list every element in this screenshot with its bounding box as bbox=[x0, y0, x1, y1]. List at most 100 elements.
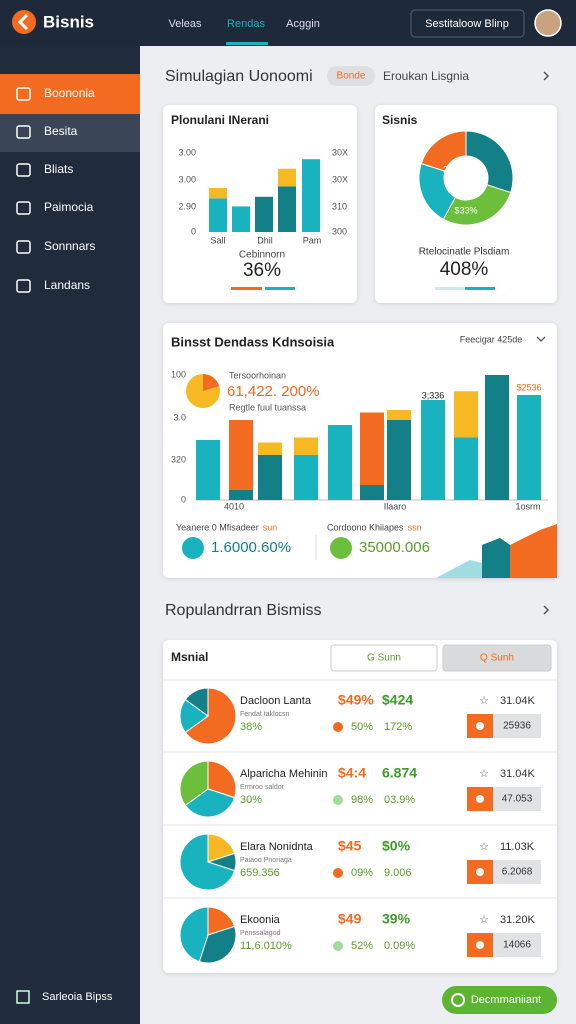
x-tick-label: Pam bbox=[303, 235, 322, 245]
bar bbox=[302, 159, 320, 232]
section-title: Ropulandrran Bismiss bbox=[165, 602, 322, 619]
pill-label[interactable]: Bonde bbox=[337, 71, 366, 82]
row-box bbox=[493, 933, 541, 957]
row-box bbox=[493, 714, 541, 738]
x-tick-label: 4010 bbox=[224, 501, 244, 511]
sidebar-icon bbox=[16, 240, 31, 254]
row-value: 39% bbox=[382, 911, 411, 927]
row-stat: 09% bbox=[351, 867, 373, 879]
stat-icon bbox=[330, 537, 352, 559]
pie-slice bbox=[184, 788, 236, 818]
avatar[interactable] bbox=[534, 9, 562, 37]
star-icon: ☆ bbox=[479, 768, 489, 780]
row-value: 6.874 bbox=[382, 765, 417, 781]
floating-button-label[interactable]: Decmmaniiant bbox=[471, 994, 541, 1006]
sidebar-item[interactable]: Boononia bbox=[44, 86, 95, 100]
row-box bbox=[493, 787, 541, 811]
pie-slice bbox=[179, 833, 236, 891]
stat-suffix: ssn bbox=[408, 522, 422, 532]
accent-line bbox=[231, 287, 262, 290]
nav-tab[interactable]: Acggin bbox=[286, 18, 320, 30]
row-button-dot bbox=[476, 722, 484, 730]
status-dot bbox=[333, 868, 343, 878]
sidebar-icon bbox=[16, 279, 31, 293]
slice-label: 20% bbox=[443, 164, 461, 174]
pie-slice bbox=[198, 925, 237, 964]
dropdown-label[interactable]: Feecigar 425de bbox=[460, 334, 523, 344]
y-tick-label: 30X bbox=[332, 174, 348, 184]
section-link[interactable]: Eroukan Lisgnia bbox=[383, 69, 469, 83]
row-stat: 0.09% bbox=[384, 940, 415, 952]
header-button-label[interactable]: Sestitaloow Blinp bbox=[425, 18, 509, 30]
row-sub: Paiaoo Pnoriaga bbox=[240, 857, 292, 864]
sidebar-icon bbox=[16, 87, 31, 101]
row-name: Alparicha Mehinin bbox=[240, 768, 327, 780]
y-tick-label: 30X bbox=[332, 147, 348, 157]
caption: Cebinnorn bbox=[239, 250, 285, 261]
floating-button[interactable] bbox=[442, 986, 557, 1014]
star-icon: ☆ bbox=[479, 841, 489, 853]
pie-slice bbox=[442, 184, 512, 226]
row-box-value: 25936 bbox=[503, 721, 531, 732]
annotation-sub: Regtle fuul tuanssa bbox=[229, 402, 306, 412]
sidebar-item[interactable]: Bliats bbox=[44, 162, 73, 176]
nav-tab[interactable]: Rendas bbox=[227, 18, 265, 30]
bar-label: 3;336 bbox=[422, 390, 445, 400]
bar bbox=[196, 440, 220, 500]
sidebar-item[interactable]: Besita bbox=[44, 124, 78, 138]
y-tick-label: 300 bbox=[332, 226, 347, 236]
x-tick-label: 1osrm bbox=[515, 501, 540, 511]
x-tick-label: Sall bbox=[210, 235, 225, 245]
bar bbox=[387, 420, 411, 500]
pie-slice bbox=[179, 906, 209, 963]
bar bbox=[258, 455, 282, 500]
y-tick-label: 3.0 bbox=[173, 412, 186, 422]
sidebar-footer[interactable]: Sarleoia Bipss bbox=[42, 991, 113, 1003]
annotation-icon bbox=[203, 374, 219, 391]
stat-suffix: sun bbox=[263, 522, 278, 532]
y-tick-label: 3.00 bbox=[178, 147, 196, 157]
row-value: $49 bbox=[338, 911, 362, 927]
header-button[interactable] bbox=[410, 9, 525, 38]
pill[interactable] bbox=[327, 66, 375, 86]
row-pct: 30% bbox=[240, 794, 262, 806]
button-icon bbox=[451, 993, 465, 1007]
caption: Rtelocinatle Plsdiam bbox=[419, 247, 510, 258]
bar-segment bbox=[229, 420, 253, 490]
card-title: Binsst Dendass Kdnsoisia bbox=[171, 334, 335, 349]
chevron[interactable] bbox=[543, 605, 550, 615]
stat-icon bbox=[182, 537, 204, 559]
filter[interactable] bbox=[442, 644, 552, 672]
row-stat: 98% bbox=[351, 794, 373, 806]
pie-slice bbox=[207, 760, 237, 799]
row-sub: Penssalagod bbox=[240, 930, 281, 937]
sidebar-item[interactable]: Sonnnars bbox=[44, 239, 95, 253]
bar bbox=[229, 490, 253, 500]
row-value: $49% bbox=[338, 692, 374, 708]
sidebar-icon bbox=[16, 163, 31, 177]
stat-value: 1.6000.60% bbox=[211, 539, 291, 556]
row-count: 31.20K bbox=[500, 914, 536, 926]
x-tick-label: Ilaaro bbox=[384, 501, 407, 511]
bar bbox=[360, 485, 384, 500]
sidebar-item[interactable]: Paimocia bbox=[44, 200, 94, 214]
annotation-label: Tersoorhoinan bbox=[229, 370, 286, 380]
sidebar-item[interactable]: Landans bbox=[44, 278, 90, 292]
y-tick-label: 100 bbox=[171, 369, 186, 379]
row-count: 31.04K bbox=[500, 695, 536, 707]
section-title: Simulagian Uonoomi bbox=[165, 68, 313, 85]
filter-label[interactable]: Q Sunh bbox=[480, 653, 514, 664]
nav-tab[interactable]: Veleas bbox=[168, 18, 202, 30]
status-dot bbox=[333, 795, 343, 805]
row-box-value: 47.053 bbox=[502, 794, 533, 805]
filter-label[interactable]: G Sunn bbox=[367, 653, 401, 664]
row-button-dot bbox=[476, 868, 484, 876]
sidebar-hover bbox=[0, 114, 140, 152]
dropdown-caret[interactable] bbox=[536, 336, 546, 342]
filter[interactable] bbox=[330, 644, 438, 672]
row-sub: Fendat taklocsn bbox=[240, 711, 290, 718]
chevron[interactable] bbox=[543, 71, 550, 81]
pie-slice bbox=[420, 130, 467, 172]
bar-segment bbox=[278, 168, 296, 187]
